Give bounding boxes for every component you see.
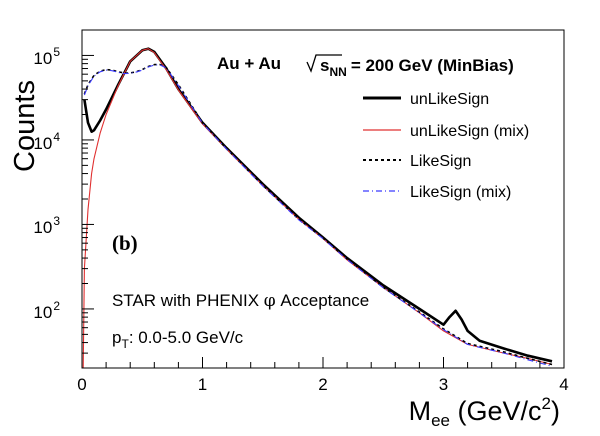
- series-line-likesign-mix: [83, 64, 553, 367]
- series-line-unlikesign-mix: [82, 48, 553, 369]
- y-tick-label-3: 103: [33, 214, 60, 237]
- x-axis-label: Mee (GeV/c2): [409, 394, 560, 430]
- legend-label-likesign: LikeSign: [410, 153, 471, 170]
- tick-layer: [81, 29, 565, 369]
- legend: unLikeSign unLikeSign (mix) LikeSign Lik…: [363, 91, 529, 201]
- title-energy: sNN = 200 GeV (MinBias): [320, 56, 514, 79]
- y-tick-labels: 102 103 104 105: [33, 45, 60, 322]
- x-tick-label-4: 4: [559, 375, 568, 394]
- annotation-pt-range: pT: 0.0-5.0 GeV/c: [112, 328, 244, 351]
- legend-label-unlikesign-mix: unLikeSign (mix): [410, 123, 529, 140]
- series-line-likesign: [83, 63, 553, 366]
- chart-title: Au + Au sNN = 200 GeV (MinBias): [217, 54, 514, 79]
- x-tick-labels: 0 1 2 3 4: [77, 375, 568, 394]
- y-tick-label-4: 104: [33, 130, 60, 153]
- annotation-acceptance: STAR with PHENIX φ Acceptance: [112, 291, 369, 311]
- series-layer: [82, 47, 553, 369]
- y-axis-label: Counts: [9, 80, 41, 172]
- y-tick-label-2: 102: [33, 299, 60, 322]
- x-tick-label-0: 0: [77, 375, 86, 394]
- title-system: Au + Au: [217, 54, 281, 73]
- x-tick-label-1: 1: [198, 375, 207, 394]
- panel-label: (b): [112, 231, 138, 255]
- legend-label-unlikesign: unLikeSign: [410, 91, 489, 108]
- y-tick-label-5: 105: [33, 45, 60, 68]
- x-tick-label-2: 2: [318, 375, 327, 394]
- sqrt-sign: [306, 54, 342, 73]
- x-tick-label-3: 3: [439, 375, 448, 394]
- legend-label-likesign-mix: LikeSign (mix): [410, 184, 511, 201]
